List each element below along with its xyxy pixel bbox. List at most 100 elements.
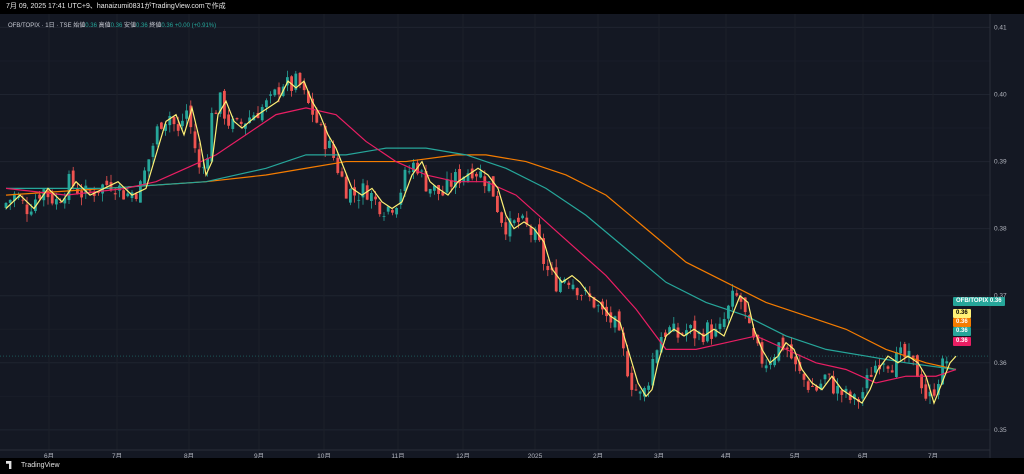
candle-body	[466, 173, 470, 182]
candle-body	[113, 193, 117, 195]
candle-body	[126, 193, 130, 197]
candle-body	[332, 144, 335, 158]
candle-body	[21, 199, 25, 201]
candle-body	[735, 293, 739, 296]
candle-body	[500, 212, 503, 223]
candle-body	[214, 112, 218, 114]
candle-body	[911, 355, 915, 358]
candle-body	[55, 199, 58, 205]
candle-body	[529, 226, 533, 235]
candle-body	[202, 167, 205, 169]
legend-change: +0.00 (+0.91%)	[174, 23, 217, 29]
price-chart[interactable]: 0.41 0.40 0.39 0.38 0.37 0.36 0.35 6月 7月 8月 9月 10月…	[0, 14, 1024, 458]
candle-body	[105, 180, 109, 186]
legend-open-label: 始値	[73, 23, 86, 29]
y-tick-label: 0.40	[994, 91, 1007, 98]
candle-body	[865, 375, 869, 389]
y-tick-label: 0.39	[994, 159, 1007, 166]
candle-body	[491, 176, 495, 197]
legend-open: 0.36	[85, 23, 97, 29]
x-tick-label: 8月	[184, 452, 194, 458]
candle-body	[260, 107, 264, 121]
candle-body	[189, 105, 193, 128]
x-tick-label: 7月	[928, 452, 938, 458]
candle-body	[752, 328, 755, 338]
candle-body	[899, 347, 902, 354]
candle-body	[458, 169, 461, 184]
candle-body	[571, 284, 575, 289]
grid-lines	[0, 14, 990, 450]
candle-body	[941, 358, 944, 385]
price-tag-ma-slow: 0.36	[953, 327, 971, 336]
candle-body	[34, 199, 37, 212]
x-tick-label: 3月	[654, 452, 664, 458]
candle-body	[580, 295, 583, 296]
price-tag-ma-fast: 0.36	[953, 309, 971, 318]
tradingview-brand[interactable]: TradingView	[6, 461, 60, 469]
candle-body	[764, 365, 768, 369]
candle-body	[256, 113, 260, 119]
candle-body	[504, 222, 508, 235]
candle-body	[80, 190, 83, 198]
candle-body	[353, 187, 356, 196]
candle-body	[890, 370, 894, 373]
candle-body	[722, 319, 726, 327]
candle-body	[454, 172, 457, 188]
candle-body	[420, 170, 424, 172]
candle-body	[777, 342, 781, 361]
candle-body	[462, 176, 466, 182]
candle-body	[311, 98, 314, 115]
snapshot-title: 7月 09, 2025 17:41 UTC+9、hanaizumi0831がTr…	[6, 3, 226, 10]
candle-body	[227, 114, 230, 126]
candle-body	[59, 201, 62, 203]
x-tick-label: 9月	[254, 452, 264, 458]
candle-body	[521, 215, 524, 219]
candle-body	[46, 190, 50, 198]
y-axis-ticks: 0.41 0.40 0.39 0.38 0.37 0.36 0.35	[994, 24, 1007, 433]
legend-low: 0.36	[136, 23, 148, 29]
legend-symbol: OFB/TOPIX · 1日 · TSE	[8, 23, 72, 29]
candle-body	[88, 190, 92, 192]
candle-body	[811, 385, 814, 387]
candle-body	[630, 372, 634, 390]
candle-body	[874, 365, 877, 373]
candle-body	[13, 193, 16, 201]
candle-body	[798, 362, 802, 371]
candle-body	[517, 217, 520, 223]
candle-body	[773, 357, 776, 366]
candle-body	[903, 343, 907, 358]
x-tick-label: 5月	[790, 452, 800, 458]
brand-label: TradingView	[21, 461, 60, 469]
candle-body	[269, 94, 272, 96]
x-tick-label: 10月	[317, 452, 331, 458]
candle-body	[680, 333, 684, 335]
candle-body	[567, 282, 571, 286]
candle-body	[643, 388, 646, 397]
candle-body	[391, 210, 394, 213]
x-tick-label: 7月	[112, 452, 122, 458]
ma-slow-line	[6, 147, 957, 371]
candle-body	[67, 173, 71, 201]
candle-body	[315, 111, 319, 123]
candle-body	[701, 333, 705, 343]
y-tick-label: 0.36	[994, 360, 1007, 367]
candle-body	[143, 170, 146, 186]
candle-body	[374, 196, 377, 200]
candle-body	[861, 392, 865, 399]
candle-body	[344, 176, 348, 199]
candle-body	[886, 366, 890, 369]
candle-body	[38, 194, 41, 199]
candle-body	[785, 347, 789, 350]
candle-body	[97, 191, 100, 193]
candle-body	[731, 290, 734, 307]
candle-body	[210, 112, 214, 162]
candle-body	[206, 158, 209, 169]
candle-body	[710, 324, 713, 339]
candle-body	[592, 297, 596, 308]
candle-body	[668, 327, 671, 334]
x-tick-label: 4月	[721, 452, 731, 458]
candle-body	[542, 238, 545, 264]
candle-body	[928, 391, 932, 397]
candle-body	[672, 323, 676, 332]
